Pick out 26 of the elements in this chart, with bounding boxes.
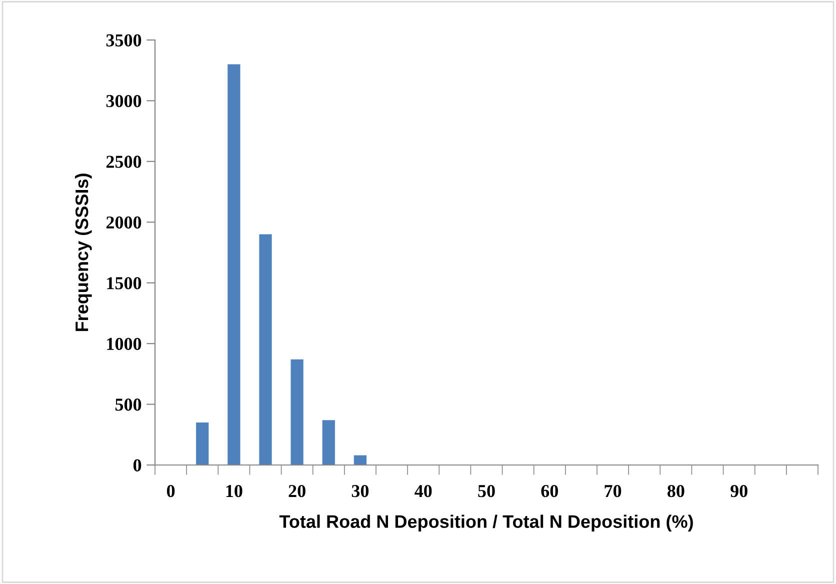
- y-tick-label: 3500: [106, 34, 142, 46]
- y-tick-label: 0: [133, 459, 142, 472]
- x-tick-label: 30: [352, 484, 369, 498]
- y-tick-label: 1500: [107, 277, 142, 290]
- y-tick-label: 2500: [106, 156, 142, 168]
- y-tick-label: 3000: [106, 94, 142, 108]
- x-tick-label: 80: [668, 484, 684, 498]
- y-tick-label: 1000: [107, 338, 142, 350]
- x-tick-label: 70: [604, 484, 622, 498]
- bar: [228, 64, 240, 465]
- x-tick-label: 0: [166, 484, 175, 498]
- y-tick-label: 2000: [106, 216, 142, 229]
- x-tick-label: 20: [288, 484, 306, 498]
- x-tick-label: 90: [730, 484, 748, 498]
- bar: [290, 359, 304, 465]
- x-tick-label: 10: [226, 484, 242, 498]
- x-tick-label: 40: [414, 484, 432, 498]
- y-axis-title: Frequency (SSSIs): [74, 174, 92, 332]
- bar: [196, 422, 209, 465]
- y-tick-label: 500: [115, 398, 142, 411]
- x-tick-label: 50: [478, 484, 495, 498]
- bar: [259, 234, 272, 465]
- bar: [322, 420, 335, 465]
- bar: [354, 455, 367, 465]
- x-tick-label: 60: [541, 484, 558, 498]
- x-axis-title: Total Road N Deposition / Total N Deposition (%): [279, 514, 693, 532]
